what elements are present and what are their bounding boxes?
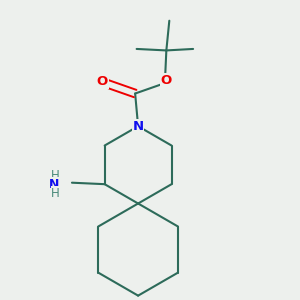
- Text: N: N: [49, 178, 59, 191]
- Text: O: O: [97, 75, 108, 88]
- Text: N: N: [133, 120, 144, 133]
- Text: O: O: [161, 74, 172, 87]
- Text: H: H: [51, 169, 60, 182]
- Text: H: H: [51, 187, 60, 200]
